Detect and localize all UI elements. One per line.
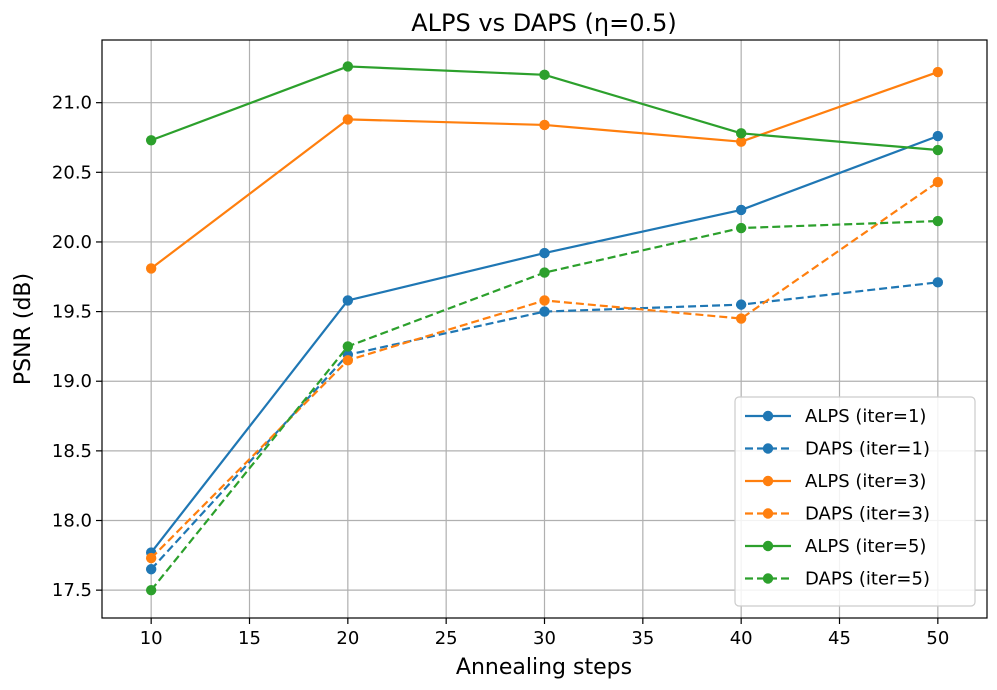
legend-marker: [762, 573, 774, 584]
x-tick-label: 10: [140, 628, 163, 649]
x-tick-label: 45: [828, 628, 851, 649]
y-tick-label: 18.0: [52, 511, 92, 532]
data-point: [735, 222, 747, 234]
data-point: [539, 69, 550, 81]
data-point: [932, 130, 944, 142]
data-point: [539, 306, 550, 317]
x-tick-label: 25: [435, 628, 458, 649]
data-point: [539, 119, 550, 131]
data-point: [145, 135, 157, 146]
data-point: [735, 204, 747, 216]
legend-label: ALPS (iter=3): [805, 471, 926, 492]
data-point: [539, 247, 550, 259]
x-tick-label: 15: [238, 628, 261, 649]
x-tick-label: 35: [631, 628, 654, 649]
legend-label: DAPS (iter=1): [805, 439, 930, 460]
x-tick-label: 40: [730, 628, 753, 649]
data-point: [735, 128, 747, 139]
y-tick-label: 20.0: [52, 232, 92, 253]
data-point: [145, 552, 157, 564]
data-point: [342, 295, 354, 306]
data-point: [145, 263, 157, 274]
y-tick-label: 21.0: [52, 93, 92, 114]
data-point: [932, 277, 944, 288]
y-tick-label: 19.5: [52, 302, 92, 323]
y-tick-label: 17.5: [52, 580, 92, 601]
legend-marker: [762, 443, 774, 454]
y-axis-label: PSNR (dB): [11, 273, 36, 385]
legend-marker: [762, 508, 774, 519]
data-point: [342, 355, 354, 366]
legend-label: ALPS (iter=1): [805, 406, 926, 427]
data-point: [735, 299, 747, 310]
data-point: [342, 61, 354, 72]
data-point: [539, 267, 550, 278]
y-tick-label: 18.5: [52, 441, 92, 462]
x-tick-label: 20: [336, 628, 359, 649]
y-tick-label: 20.5: [52, 162, 92, 183]
legend-marker: [762, 410, 774, 422]
series-layer: [145, 61, 944, 596]
data-point: [932, 144, 944, 156]
data-point: [342, 341, 354, 352]
y-tick-label: 19.0: [52, 371, 92, 392]
x-tick-label: 50: [926, 628, 949, 649]
data-point: [932, 66, 944, 78]
legend-label: ALPS (iter=5): [805, 536, 926, 557]
data-point: [539, 295, 550, 306]
data-point: [932, 176, 944, 188]
legend-label: DAPS (iter=5): [805, 569, 930, 590]
legend-marker: [762, 475, 774, 487]
data-point: [342, 114, 354, 125]
legend-marker: [762, 540, 774, 552]
x-axis-label: Annealing steps: [456, 655, 632, 680]
legend-label: DAPS (iter=3): [805, 504, 930, 525]
data-point: [735, 136, 747, 147]
data-point: [145, 584, 157, 596]
axis-ticks: 10 15 20 25 30 35 40 45 50 17.5 18.0 18.5 19.0 19.5 20…: [52, 93, 949, 649]
chart-title: ALPS vs DAPS (η=0.5): [411, 9, 677, 37]
legend-box: [734, 396, 976, 607]
x-tick-label: 30: [533, 628, 556, 649]
data-point: [932, 215, 944, 227]
data-point: [145, 564, 157, 575]
data-point: [735, 313, 747, 324]
legend: ALPS (iter=1) DAPS (iter=1) ALPS (iter=3) D…: [734, 396, 976, 607]
